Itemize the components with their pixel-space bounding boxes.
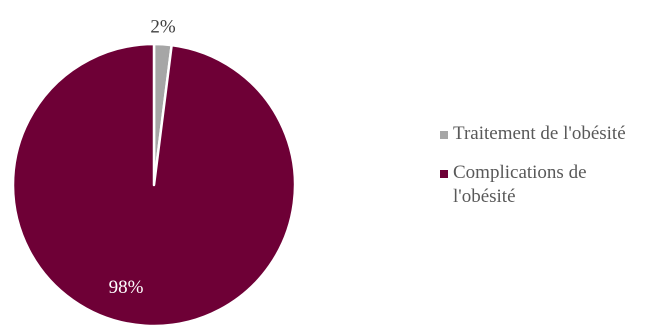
legend-label-complications: Complications de l'obésité (453, 162, 587, 207)
legend-swatch-treatment (440, 131, 448, 139)
legend-swatch-complications (440, 170, 448, 178)
data-label-treatment: 2% (150, 16, 176, 37)
legend-label-treatment: Traitement de l'obésité (453, 123, 626, 144)
pie-slices (11, 42, 297, 327)
legend: Traitement de l'obésité Complications de… (440, 122, 645, 224)
pie-data-labels: 2% 98% (109, 16, 176, 298)
legend-item-treatment: Traitement de l'obésité (440, 122, 645, 146)
legend-item-complications: Complications de l'obésité (440, 161, 645, 209)
data-label-complications: 98% (109, 277, 144, 298)
pie-slice-complications (11, 42, 297, 327)
